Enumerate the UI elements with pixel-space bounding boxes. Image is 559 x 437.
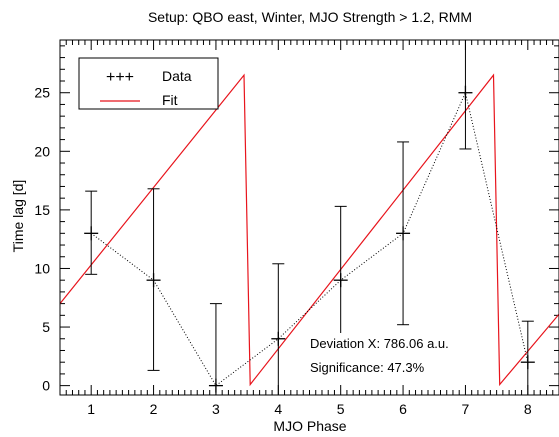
x-tick-label: 5 [337,401,345,417]
y-tick-label: 15 [34,202,50,218]
x-tick-label: 7 [462,401,470,417]
y-tick-label: 0 [42,378,50,394]
annotation-deviation: Deviation X: 786.06 a.u. [310,336,449,351]
legend: +++ Data Fit [78,57,219,110]
y-tick-label: 20 [34,143,50,159]
y-tick-label: 25 [34,85,50,101]
x-tick-label: 2 [150,401,158,417]
annotation-background [305,333,495,379]
y-tick-label: 10 [34,260,50,276]
legend-box [78,57,219,110]
fit-series [59,73,559,387]
legend-fit-label: Fit [162,92,178,108]
legend-data-label: Data [162,68,192,84]
y-tick-label: 5 [42,319,50,335]
axis-ticks: 1 2 3 4 5 6 7 8 0 5 10 15 20 25 [34,40,559,417]
x-tick-label: 1 [87,401,95,417]
y-axis-label: Time lag [d] [10,180,26,253]
legend-data-symbol: +++ [106,69,134,86]
plot-frame [59,39,559,396]
x-tick-label: 8 [524,401,532,417]
x-axis-label: MJO Phase [273,418,346,434]
chart-title: Setup: QBO east, Winter, MJO Strength > … [148,9,472,25]
data-dotted-line [90,91,529,387]
annotation-significance: Significance: 47.3% [310,360,425,375]
data-series [84,39,535,395]
x-tick-label: 4 [274,401,282,417]
x-tick-label: 6 [399,401,407,417]
fit-line [59,73,559,387]
x-tick-label: 3 [212,401,220,417]
